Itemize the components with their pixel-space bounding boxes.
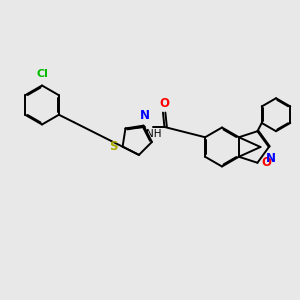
Text: N: N (140, 109, 150, 122)
Text: N: N (266, 152, 275, 164)
Text: NH: NH (146, 129, 162, 139)
Text: S: S (109, 140, 117, 153)
Text: O: O (261, 156, 271, 169)
Text: Cl: Cl (36, 69, 48, 79)
Text: O: O (159, 97, 169, 110)
